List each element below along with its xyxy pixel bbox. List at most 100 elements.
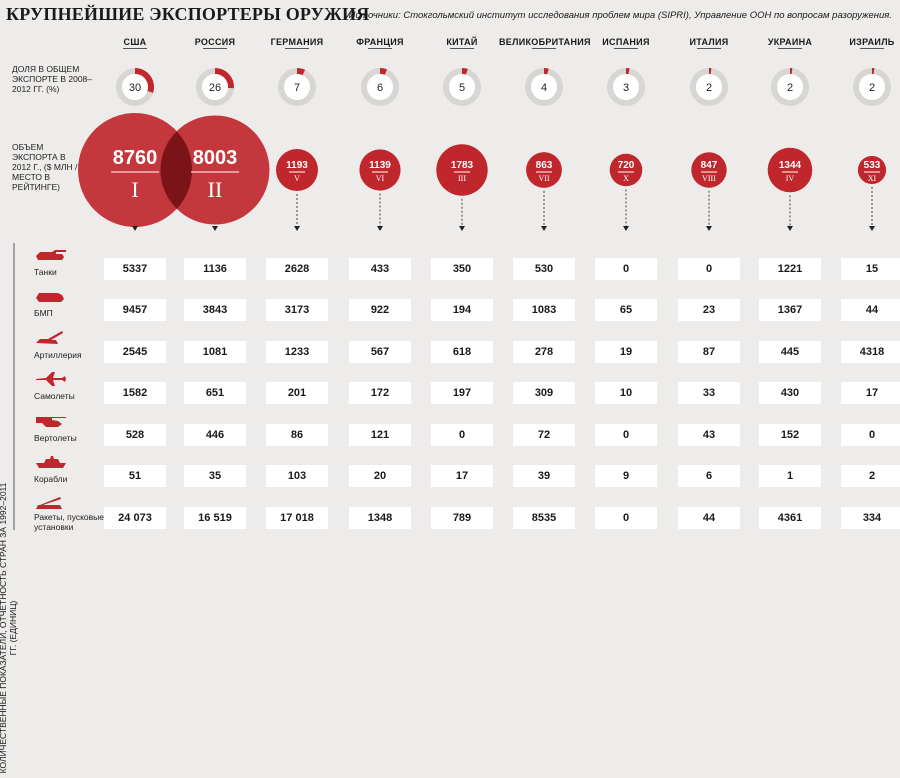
- share-arc: [380, 71, 386, 72]
- units-cell: 44: [841, 299, 900, 321]
- export-circle: [610, 154, 643, 187]
- units-cell: 15: [841, 258, 900, 280]
- share-donut: 3: [610, 71, 642, 103]
- share-value: 3: [623, 82, 629, 94]
- share-value: 26: [209, 82, 221, 94]
- units-cell: 39: [513, 465, 575, 487]
- units-cell: 103: [266, 465, 328, 487]
- units-cell: 2: [841, 465, 900, 487]
- units-cell: 0: [595, 424, 657, 446]
- export-value: 1193: [286, 160, 308, 171]
- share-value: 2: [869, 82, 875, 94]
- units-cell: 87: [678, 341, 740, 363]
- share-ring: [693, 71, 725, 103]
- units-cell: 3173: [266, 299, 328, 321]
- category-label: Самолеты: [34, 391, 110, 401]
- units-cell: 1221: [759, 258, 821, 280]
- units-cell: 1348: [349, 507, 411, 529]
- units-cell: 43: [678, 424, 740, 446]
- units-cell: 2628: [266, 258, 328, 280]
- units-cell: 86: [266, 424, 328, 446]
- rank-label: X: [623, 174, 629, 183]
- units-cell: 23: [678, 299, 740, 321]
- share-value: 4: [541, 82, 547, 94]
- country-name: ФРАНЦИЯ: [335, 37, 425, 47]
- share-donut: 26: [199, 71, 231, 103]
- share-arc: [135, 71, 151, 92]
- category-label: Ракеты, пусковые установки: [34, 512, 110, 532]
- rank-label: XI: [868, 174, 877, 183]
- units-cell: 0: [595, 507, 657, 529]
- country-name: США: [90, 37, 180, 47]
- share-center: [696, 74, 722, 100]
- share-donut: 2: [856, 71, 888, 103]
- rank-label: IV: [786, 174, 795, 183]
- units-cell: 19: [595, 341, 657, 363]
- sources-note: Источники: Стокгольмский институт исслед…: [349, 10, 892, 21]
- units-cell: 201: [266, 382, 328, 404]
- units-cell: 309: [513, 382, 575, 404]
- vertical-label: КОЛИЧЕСТВЕННЫЕ ПОКАЗАТЕЛИ, ОТЧЕТНОСТЬ СТ…: [0, 478, 26, 778]
- share-donut: 2: [774, 71, 806, 103]
- units-cell: 528: [104, 424, 166, 446]
- rank-label: III: [458, 174, 466, 183]
- units-cell: 0: [678, 258, 740, 280]
- units-cell: 5337: [104, 258, 166, 280]
- country-name: УКРАИНА: [745, 37, 835, 47]
- export-circle: [161, 116, 270, 225]
- category-label: Танки: [34, 267, 110, 277]
- export-overlap: [161, 131, 192, 209]
- units-cell: 35: [184, 465, 246, 487]
- country-name: ИСПАНИЯ: [581, 37, 671, 47]
- export-value: 847: [701, 160, 718, 171]
- units-cell: 2545: [104, 341, 166, 363]
- units-cell: 1083: [513, 299, 575, 321]
- ship-icon: [36, 456, 66, 468]
- share-ring: [281, 71, 313, 103]
- units-cell: 430: [759, 382, 821, 404]
- units-cell: 65: [595, 299, 657, 321]
- share-arc: [297, 71, 304, 73]
- units-cell: 1367: [759, 299, 821, 321]
- share-value: 7: [294, 82, 300, 94]
- units-cell: 0: [841, 424, 900, 446]
- share-center: [531, 74, 557, 100]
- export-circle: [359, 149, 400, 190]
- units-cell: 433: [349, 258, 411, 280]
- share-value: 6: [377, 82, 383, 94]
- units-cell: 9: [595, 465, 657, 487]
- volume-label: ОБЪЕМ ЭКСПОРТА В 2012 Г., ($ МЛН / МЕСТО…: [12, 142, 78, 192]
- share-donut: 7: [281, 71, 313, 103]
- units-cell: 1582: [104, 382, 166, 404]
- units-cell: 20: [349, 465, 411, 487]
- share-ring: [856, 71, 888, 103]
- share-center: [859, 74, 885, 100]
- units-cell: 10: [595, 382, 657, 404]
- category-label: Артиллерия: [34, 350, 110, 360]
- units-cell: 445: [759, 341, 821, 363]
- export-value: 1344: [779, 160, 802, 171]
- units-cell: 4361: [759, 507, 821, 529]
- share-arc: [544, 71, 548, 72]
- country-name: РОССИЯ: [170, 37, 260, 47]
- rank-label: VIII: [702, 174, 716, 183]
- aircraft-icon: [36, 372, 66, 386]
- export-value: 863: [536, 160, 553, 171]
- share-ring: [119, 71, 151, 103]
- units-cell: 922: [349, 299, 411, 321]
- rank-label: I: [131, 177, 138, 202]
- rank-label: VI: [376, 174, 385, 183]
- export-circle: [276, 149, 318, 191]
- share-donut: 5: [446, 71, 478, 103]
- units-cell: 72: [513, 424, 575, 446]
- arrow-head: [459, 226, 465, 231]
- export-circle: [768, 148, 813, 193]
- units-cell: 0: [595, 258, 657, 280]
- units-cell: 152: [759, 424, 821, 446]
- share-value: 2: [787, 82, 793, 94]
- share-center: [202, 74, 228, 100]
- units-cell: 9457: [104, 299, 166, 321]
- units-cell: 651: [184, 382, 246, 404]
- units-cell: 172: [349, 382, 411, 404]
- share-ring: [364, 71, 396, 103]
